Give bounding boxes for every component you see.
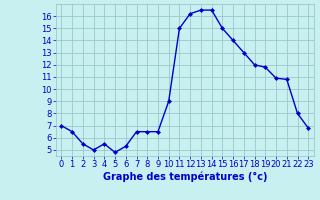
X-axis label: Graphe des températures (°c): Graphe des températures (°c) (102, 172, 267, 182)
